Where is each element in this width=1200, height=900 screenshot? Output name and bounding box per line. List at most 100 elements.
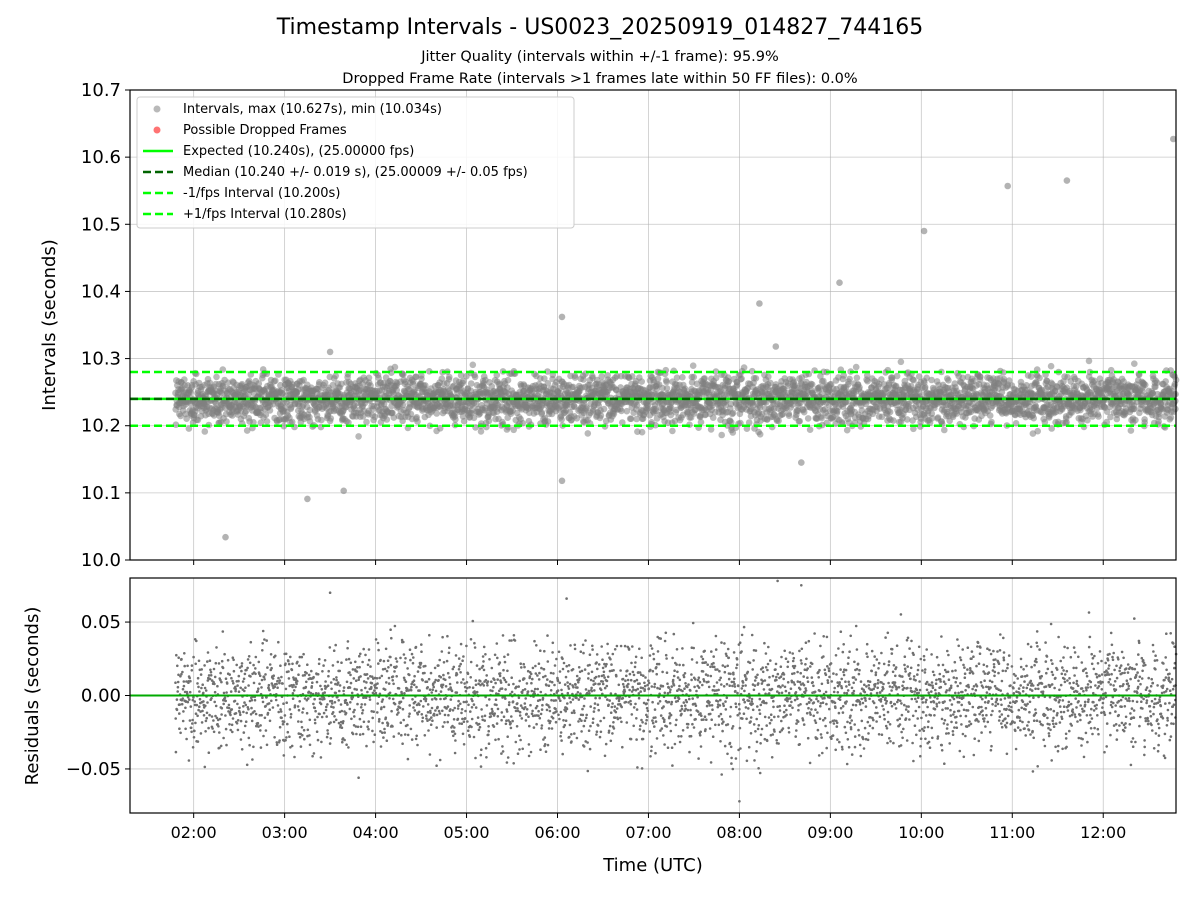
residual-point xyxy=(264,729,268,732)
interval-point xyxy=(201,428,209,435)
residual-point xyxy=(335,678,338,682)
residual-point xyxy=(437,678,440,682)
residual-point xyxy=(456,707,460,710)
residual-point xyxy=(228,673,231,676)
residual-point xyxy=(335,676,338,679)
residual-point xyxy=(455,673,459,676)
residual-point xyxy=(417,710,421,714)
residual-point xyxy=(423,671,426,675)
residual-point xyxy=(459,702,462,706)
residual-point xyxy=(463,717,467,720)
residual-point xyxy=(396,708,400,711)
residual-point xyxy=(384,647,388,651)
residual-point xyxy=(190,730,193,734)
residual-point xyxy=(349,673,352,677)
residual-point xyxy=(254,712,258,716)
residual-point xyxy=(358,717,362,721)
interval-point xyxy=(359,413,367,420)
residual-point xyxy=(320,715,324,719)
residual-point xyxy=(466,729,470,732)
residual-point xyxy=(267,683,271,687)
residual-point xyxy=(354,679,358,682)
top-y-tick-label: 10.7 xyxy=(81,80,121,101)
residual-point xyxy=(384,716,388,719)
residual-point xyxy=(451,709,455,712)
top-y-axis-label: Intervals (seconds) xyxy=(39,239,60,411)
interval-outlier-point xyxy=(756,300,763,307)
residual-point xyxy=(474,756,477,760)
residual-point xyxy=(458,722,461,725)
residual-point xyxy=(239,738,243,741)
residual-point xyxy=(453,751,457,755)
interval-point xyxy=(363,418,370,426)
residual-point xyxy=(217,725,220,728)
residual-point xyxy=(453,706,457,710)
residual-point xyxy=(406,757,410,761)
interval-point xyxy=(365,374,373,382)
residual-point xyxy=(249,675,252,678)
residual-point xyxy=(398,706,402,710)
residual-point xyxy=(284,662,287,665)
residual-point xyxy=(288,708,292,711)
residual-point xyxy=(229,690,233,693)
interval-point xyxy=(1131,360,1138,368)
interval-point xyxy=(436,425,444,432)
residual-point xyxy=(259,746,263,749)
residual-point xyxy=(337,699,341,702)
interval-point xyxy=(804,415,812,422)
residual-point xyxy=(475,690,479,694)
residual-point xyxy=(318,712,321,716)
residual-point xyxy=(325,735,329,739)
residual-point xyxy=(193,729,196,733)
residual-point xyxy=(428,633,431,637)
residual-point xyxy=(322,664,325,667)
residual-point xyxy=(239,686,242,690)
residual-point xyxy=(328,742,332,745)
interval-point xyxy=(1030,414,1037,422)
residual-point xyxy=(391,679,395,682)
residual-point xyxy=(386,659,390,662)
residual-point xyxy=(409,688,413,692)
residual-point xyxy=(469,710,472,713)
residual-point xyxy=(241,680,245,683)
residual-point xyxy=(176,680,180,684)
residual-point xyxy=(385,739,389,742)
residual-point xyxy=(191,722,194,725)
residual-point xyxy=(356,702,359,706)
residual-point xyxy=(447,688,451,691)
residual-point xyxy=(224,714,227,717)
residual-point xyxy=(251,758,254,761)
residual-point xyxy=(457,699,460,703)
residual-point xyxy=(239,713,242,717)
residual-point xyxy=(460,708,464,711)
residual-point xyxy=(239,719,243,723)
residual-point xyxy=(207,726,210,730)
residual-point xyxy=(387,682,391,685)
residual-point xyxy=(304,685,308,689)
interval-point xyxy=(471,373,479,381)
interval-point xyxy=(255,380,263,387)
residual-point xyxy=(370,681,374,685)
residual-point xyxy=(361,732,365,736)
residual-point xyxy=(205,716,208,720)
residual-point xyxy=(310,669,313,673)
interval-point xyxy=(544,418,552,425)
residual-point xyxy=(268,708,272,711)
interval-point xyxy=(213,373,220,381)
residual-point xyxy=(434,709,437,712)
residual-point xyxy=(403,692,406,695)
residual-point xyxy=(295,679,299,683)
residual-point xyxy=(358,733,362,736)
residual-point xyxy=(257,687,260,690)
residual-point xyxy=(464,689,468,693)
residual-point xyxy=(466,720,469,723)
residual-point xyxy=(201,709,204,713)
residual-point xyxy=(479,679,482,683)
interval-point xyxy=(1085,357,1093,365)
residual-point xyxy=(418,689,422,692)
residual-point xyxy=(402,718,406,722)
residual-point xyxy=(428,688,432,691)
residual-point xyxy=(290,744,294,748)
residual-point xyxy=(378,717,381,721)
residual-point xyxy=(388,691,392,695)
